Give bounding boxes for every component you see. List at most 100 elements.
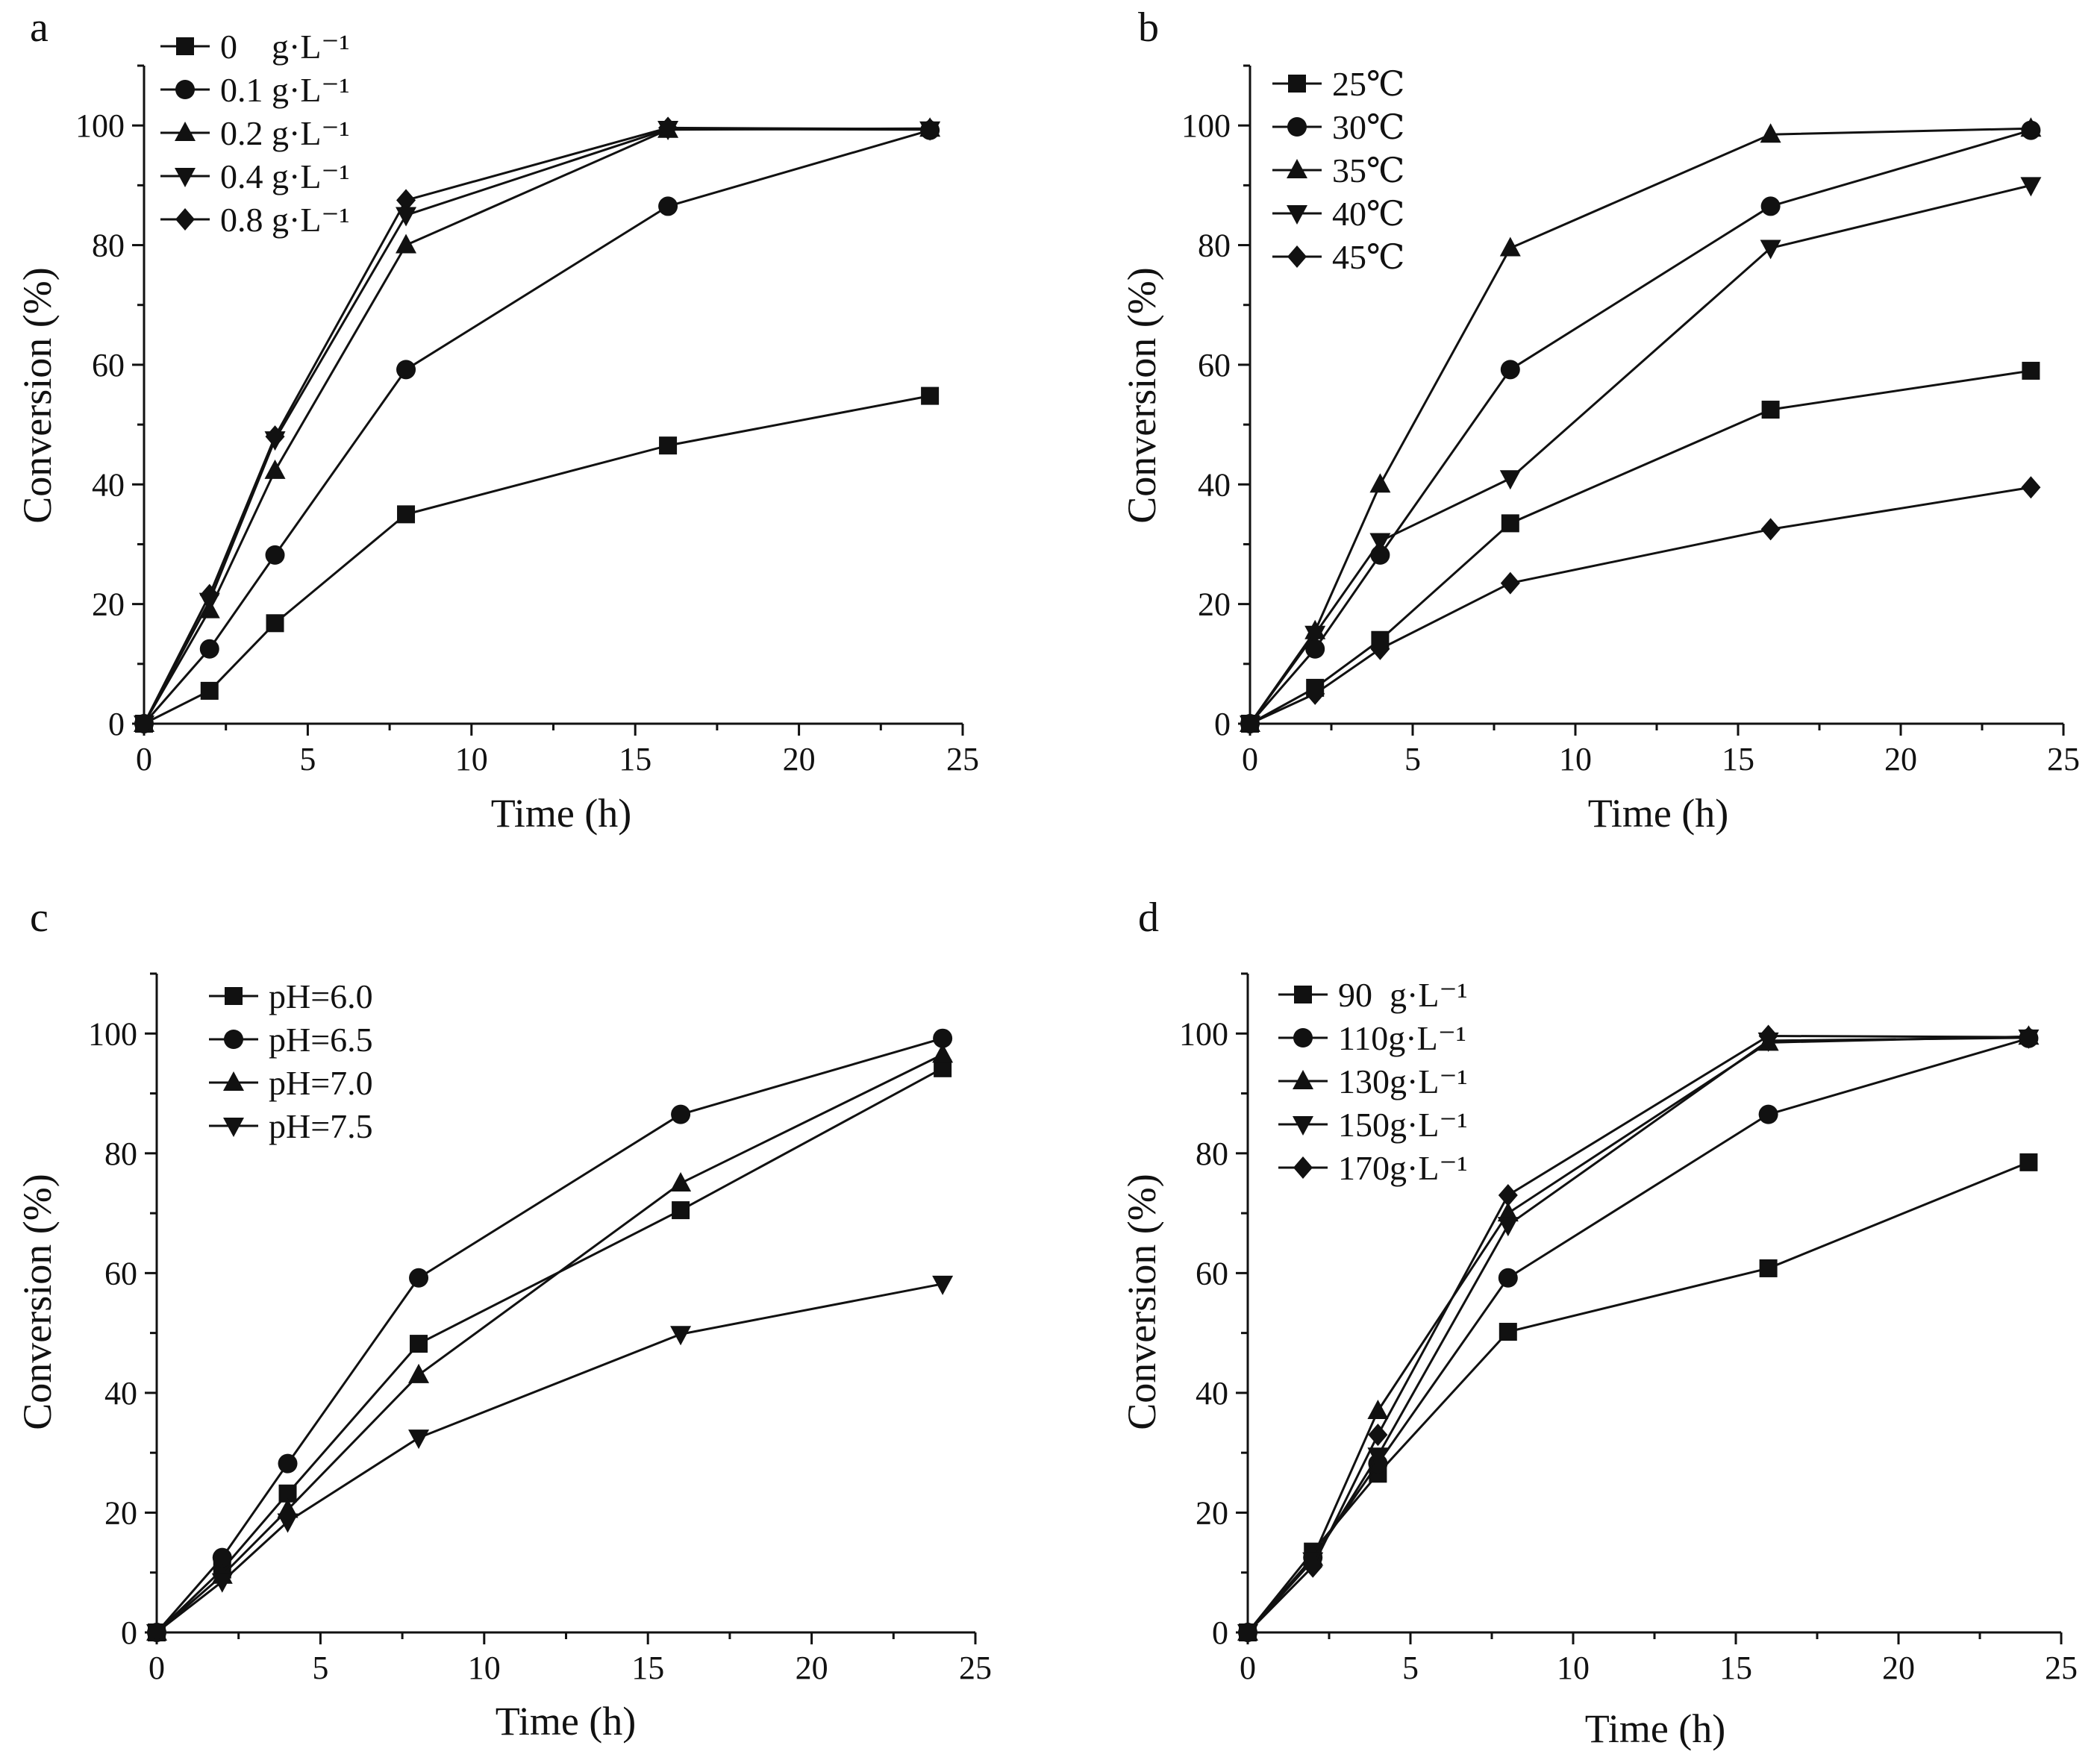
y-tick-label: 60 (104, 1255, 137, 1291)
legend-entry: 0.1 g·L⁻¹ (160, 71, 350, 109)
legend-label: 35℃ (1332, 151, 1404, 190)
y-tick-label: 100 (88, 1015, 137, 1052)
series-line (143, 129, 931, 724)
legend-marker (1293, 1070, 1313, 1089)
data-point (1370, 545, 1390, 565)
series-square (1241, 361, 2040, 733)
data-point (1500, 360, 1520, 380)
data-point (1760, 196, 1781, 216)
x-tick-label: 20 (1882, 1650, 1915, 1686)
data-point (1370, 637, 1390, 660)
data-point (211, 1573, 233, 1593)
legend-entry: 0.2 g·L⁻¹ (160, 114, 350, 152)
chart-panel-c: c 0 5 10 15 20 25 0 20 40 60 80 100 Time (h) Conversio… (15, 895, 992, 1744)
panel-letter: c (30, 895, 49, 941)
chart-panel-d: d 0 5 10 15 20 25 0 20 40 60 80 100 Time (h) Conversio… (1119, 895, 2078, 1751)
data-point (1498, 1268, 1518, 1288)
y-tick-label: 20 (1198, 586, 1231, 623)
y-tick-label: 40 (92, 466, 125, 503)
series-circle (147, 1028, 953, 1642)
data-point (1758, 1104, 1778, 1124)
series-circle (1240, 120, 2041, 733)
y-axis-title: Conversion (%) (1119, 1174, 1164, 1429)
x-tick-label: 10 (455, 741, 488, 777)
panel-letter: d (1138, 895, 1159, 941)
legend-entry: 35℃ (1272, 151, 1404, 190)
chart-panel-a: a 0 5 10 15 20 25 0 20 40 60 80 100 Time (h) Conversio… (15, 4, 979, 836)
legend-entry: 40℃ (1272, 195, 1404, 233)
series-line (156, 1053, 943, 1634)
data-point (1499, 470, 1521, 490)
x-tick-label: 15 (1722, 741, 1754, 777)
x-tick-label: 25 (2045, 1650, 2078, 1686)
legend-entry: 110g·L⁻¹ (1278, 1019, 1466, 1057)
series-line (155, 1037, 943, 1633)
legend-marker (1287, 159, 1307, 178)
legend-marker (175, 168, 196, 187)
legend-label: 25℃ (1332, 65, 1404, 103)
legend-label: 45℃ (1332, 238, 1404, 276)
y-tick-label: 80 (104, 1136, 137, 1172)
data-point (2019, 1153, 2038, 1171)
legend-marker (175, 208, 195, 231)
legend-marker (175, 122, 196, 141)
series-line (156, 1283, 943, 1634)
y-tick-label: 40 (104, 1375, 137, 1412)
data-point (396, 189, 416, 212)
x-tick-label: 15 (631, 1650, 664, 1686)
x-tick-label: 5 (312, 1650, 328, 1686)
data-point (199, 639, 219, 659)
data-point (1761, 401, 1780, 419)
series-square (148, 1059, 952, 1641)
panel-letter: a (30, 4, 49, 51)
legend-marker (223, 1071, 244, 1091)
series-square (1239, 1153, 2038, 1641)
legend-label: pH=6.0 (269, 977, 373, 1015)
y-tick-label: 60 (1196, 1255, 1228, 1291)
data-point (2022, 361, 2040, 380)
legend-label: 0.4 g·L⁻¹ (220, 157, 350, 195)
series-triangle-down (146, 1275, 954, 1644)
data-point (1760, 123, 1781, 143)
legend-label: pH=6.5 (269, 1021, 373, 1059)
series-line (155, 1067, 943, 1634)
legend-entry: 170g·L⁻¹ (1278, 1149, 1468, 1187)
data-point (1497, 1217, 1519, 1237)
data-point (1368, 1424, 1388, 1447)
data-point (2020, 117, 2042, 137)
legend-label: 0 g·L⁻¹ (220, 28, 350, 66)
y-tick-label: 100 (1179, 1015, 1228, 1052)
series-line (1249, 486, 2031, 725)
data-point (396, 360, 416, 380)
x-axis-title: Time (h) (491, 791, 632, 836)
series-line (1249, 127, 2031, 724)
legend-entry: 90 g·L⁻¹ (1278, 976, 1468, 1014)
y-axis-title: Conversion (%) (15, 267, 60, 523)
data-point (264, 459, 286, 479)
legend-entry: pH=7.0 (209, 1064, 373, 1102)
legend-label: 90 g·L⁻¹ (1338, 976, 1468, 1014)
y-tick-label: 100 (75, 107, 125, 144)
y-tick-label: 80 (1198, 228, 1231, 264)
data-point (409, 1268, 429, 1288)
data-point (1240, 713, 1260, 735)
data-point (200, 681, 219, 700)
legend-entry: pH=7.5 (209, 1107, 373, 1145)
x-tick-label: 20 (783, 741, 816, 777)
x-tick-label: 15 (619, 741, 651, 777)
legend-label: 170g·L⁻¹ (1338, 1149, 1468, 1187)
data-point (265, 545, 285, 565)
series-diamond (1238, 1024, 2039, 1644)
y-tick-label: 20 (104, 1494, 137, 1531)
data-point (2020, 177, 2042, 197)
data-point (278, 1453, 298, 1474)
data-point (1238, 1621, 1257, 1644)
data-point (658, 196, 678, 216)
x-tick-label: 10 (1559, 741, 1592, 777)
data-point (277, 1498, 299, 1518)
x-tick-label: 25 (959, 1650, 992, 1686)
data-point (1305, 639, 1325, 659)
y-axis-title: Conversion (%) (1119, 267, 1164, 523)
series-line (1246, 1035, 2029, 1633)
y-tick-label: 0 (1214, 706, 1231, 742)
